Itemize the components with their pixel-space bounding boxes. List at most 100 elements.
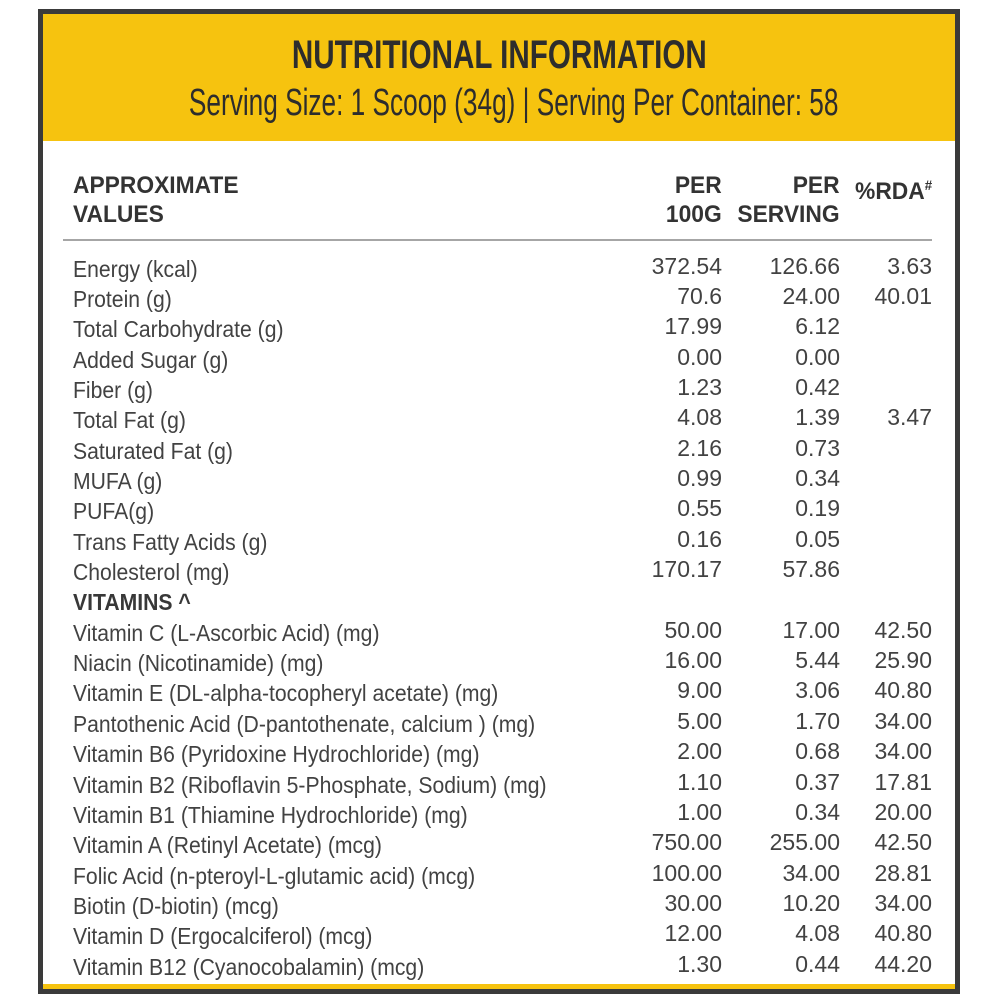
value-per-serving: 6.12: [795, 313, 840, 340]
header-divider: [63, 239, 932, 241]
value-per-100g: 30.00: [664, 889, 722, 916]
value-per-serving: 57.86: [782, 556, 840, 583]
nutrition-table: APPROXIMATE VALUES PER 100G PER SERVING %RD…: [43, 141, 955, 982]
row-label: Vitamin B2 (Riboflavin 5-Phosphate, Sodi…: [73, 771, 547, 798]
value-rda: 34.00: [874, 738, 932, 765]
section-row-vitamins: VITAMINS ^: [73, 588, 932, 618]
value-rda: 42.50: [874, 616, 932, 643]
value-rda: 34.00: [874, 707, 932, 734]
row-label: Protein (g): [73, 286, 172, 313]
value-rda: 40.01: [874, 283, 932, 310]
value-per-100g: 170.17: [651, 556, 722, 583]
row-label: Saturated Fat (g): [73, 437, 233, 464]
value-per-serving: 0.73: [795, 434, 840, 461]
row-label: Cholesterol (mg): [73, 559, 230, 586]
row-label: Vitamin B6 (Pyridoxine Hydrochloride) (m…: [73, 741, 480, 768]
value-per-100g: 0.16: [677, 525, 722, 552]
value-per-serving: 34.00: [782, 859, 840, 886]
row-label: Trans Fatty Acids (g): [73, 528, 268, 555]
value-rda: 17.81: [874, 768, 932, 795]
table-row: MUFA (g) 0.99 0.34: [73, 465, 932, 496]
value-per-100g: 17.99: [664, 313, 722, 340]
rda-footnote-marker: #: [924, 177, 932, 193]
table-row: Total Carbohydrate (g) 17.99 6.12: [73, 313, 932, 345]
page-title-text: NUTRITIONAL INFORMATION: [291, 33, 707, 77]
table-row: Vitamin B2 (Riboflavin 5-Phosphate, Sodi…: [73, 768, 932, 800]
value-per-serving: 255.00: [769, 829, 840, 856]
value-per-serving: 0.05: [795, 525, 840, 552]
value-per-serving: 0.34: [795, 798, 840, 825]
value-per-serving: 24.00: [782, 283, 840, 310]
row-label: Energy (kcal): [73, 255, 198, 282]
value-per-100g: 372.54: [651, 252, 722, 279]
table-row: Fiber (g) 1.23 0.42: [73, 374, 932, 405]
table-row: Saturated Fat (g) 2.16 0.73: [73, 434, 932, 466]
value-per-serving: 0.68: [795, 738, 840, 765]
value-per-100g: 1.10: [677, 768, 722, 795]
nutrition-label: NUTRITIONAL INFORMATION Serving Size: 1 …: [38, 9, 960, 994]
value-per-serving: 3.06: [795, 677, 840, 704]
table-row: Added Sugar (g) 0.00 0.00: [73, 343, 932, 375]
value-per-serving: 0.37: [795, 768, 840, 795]
row-label: Niacin (Nicotinamide) (mg): [73, 650, 324, 677]
value-rda: 28.81: [874, 859, 932, 886]
value-per-100g: 0.99: [677, 465, 722, 492]
value-per-100g: 0.55: [677, 495, 722, 522]
row-label: Vitamin B12 (Cyanocobalamin) (mcg): [73, 953, 425, 980]
value-per-100g: 100.00: [651, 859, 722, 886]
value-per-serving: 0.34: [795, 465, 840, 492]
value-per-100g: 1.30: [677, 950, 722, 977]
value-per-serving: 0.42: [795, 374, 840, 401]
table-row: Energy (kcal) 372.54 126.66 3.63: [73, 252, 932, 284]
bottom-accent-stripe: [43, 984, 955, 989]
value-per-100g: 12.00: [664, 920, 722, 947]
row-label: Biotin (D-biotin) (mcg): [73, 892, 279, 919]
column-header-rda: %RDA#: [854, 177, 932, 205]
value-per-100g: 2.16: [677, 434, 722, 461]
table-row: Total Fat (g) 4.08 1.39 3.47: [73, 404, 932, 436]
header-band: NUTRITIONAL INFORMATION Serving Size: 1 …: [43, 14, 955, 141]
table-row: Vitamin B12 (Cyanocobalamin) (mcg) 1.30 0.…: [73, 950, 932, 982]
table-row: Cholesterol (mg) 170.17 57.86: [73, 556, 932, 587]
value-per-serving: 4.08: [795, 920, 840, 947]
row-label: Total Carbohydrate (g): [73, 316, 284, 343]
row-label: Vitamin A (Retinyl Acetate) (mcg): [73, 832, 382, 859]
table-row: Trans Fatty Acids (g) 0.16 0.05: [73, 525, 932, 557]
value-per-serving: 10.20: [782, 889, 840, 916]
value-per-serving: 5.44: [795, 647, 840, 674]
value-per-100g: 16.00: [664, 647, 722, 674]
value-per-serving: 126.66: [769, 252, 840, 279]
row-label: Vitamin B1 (Thiamine Hydrochloride) (mg): [73, 801, 468, 828]
column-header-per-serving: PER SERVING: [737, 172, 840, 228]
value-per-100g: 0.00: [677, 343, 722, 370]
row-label: Folic Acid (n-pteroyl-L-glutamic acid) (…: [73, 862, 476, 889]
table-row: Folic Acid (n-pteroyl-L-glutamic acid) (…: [73, 859, 932, 891]
row-label: PUFA(g): [73, 498, 155, 525]
table-row: Vitamin E (DL-alpha-tocopheryl acetate) …: [73, 677, 932, 709]
table-row: Vitamin A (Retinyl Acetate) (mcg) 750.00 2…: [73, 829, 932, 861]
row-label: VITAMINS ^: [73, 589, 191, 616]
value-rda: 3.63: [887, 252, 932, 279]
value-per-100g: 750.00: [651, 829, 722, 856]
value-per-serving: 0.00: [795, 343, 840, 370]
value-per-100g: 4.08: [677, 404, 722, 431]
serving-info: Serving Size: 1 Scoop (34g) | Serving Pe…: [43, 78, 955, 128]
table-row: Vitamin B1 (Thiamine Hydrochloride) (mg)…: [73, 798, 932, 830]
row-label: Vitamin E (DL-alpha-tocopheryl acetate) …: [73, 680, 499, 707]
value-rda: 25.90: [874, 647, 932, 674]
row-label: MUFA (g): [73, 468, 163, 495]
value-per-100g: 5.00: [677, 707, 722, 734]
table-row: Vitamin C (L-Ascorbic Acid) (mg) 50.00 17.…: [73, 616, 932, 648]
value-per-serving: 0.44: [795, 950, 840, 977]
value-rda: 40.80: [874, 920, 932, 947]
row-label: Vitamin C (L-Ascorbic Acid) (mg): [73, 619, 380, 646]
table-row: PUFA(g) 0.55 0.19: [73, 495, 932, 527]
table-row: Vitamin B6 (Pyridoxine Hydrochloride) (m…: [73, 738, 932, 770]
row-label: Total Fat (g): [73, 407, 186, 434]
column-header-per-100g: PER 100G: [666, 172, 722, 228]
table-row: Vitamin D (Ergocalciferol) (mcg) 12.00 4.0…: [73, 920, 932, 952]
value-rda: 44.20: [874, 950, 932, 977]
value-per-serving: 1.39: [795, 404, 840, 431]
value-rda: 42.50: [874, 829, 932, 856]
value-per-serving: 0.19: [795, 495, 840, 522]
